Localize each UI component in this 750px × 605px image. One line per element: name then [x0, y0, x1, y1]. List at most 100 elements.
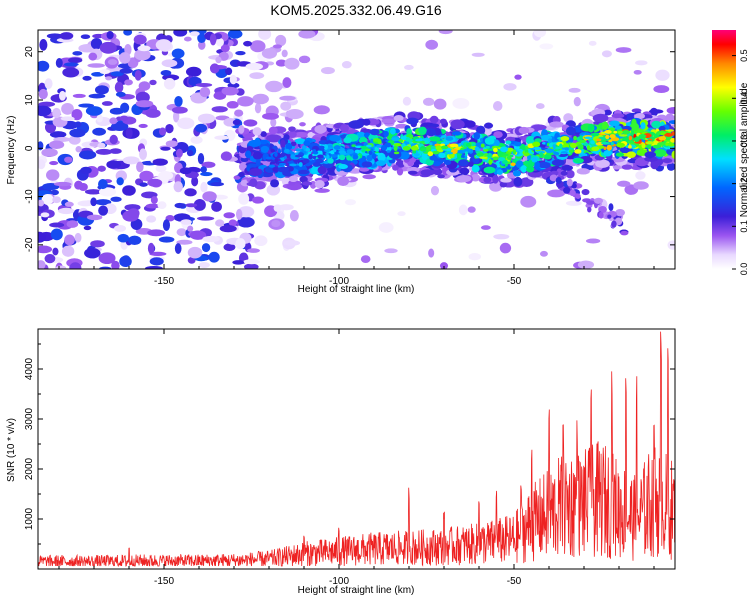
colorbar-tick-label: 0.5 [739, 49, 749, 62]
heatmap-cell [422, 97, 435, 106]
heatmap-cell [202, 191, 217, 202]
heatmap-cell [429, 115, 439, 124]
heatmap-cell [299, 122, 306, 127]
heatmap-cell [533, 30, 547, 38]
heatmap-cell [136, 161, 144, 173]
heatmap-cell [458, 204, 468, 216]
heatmap-cell [553, 151, 560, 156]
heatmap-cell [197, 153, 205, 165]
heatmap-cell [122, 156, 140, 165]
heatmap-cell [491, 145, 500, 150]
heatmap-cell [250, 40, 266, 53]
heatmap-cell [473, 132, 481, 140]
heatmap-cell [493, 131, 503, 139]
heatmap-cell [215, 56, 222, 64]
heatmap-cell [265, 156, 273, 160]
heatmap-cell [668, 142, 675, 147]
heatmap-cell [563, 113, 574, 123]
heatmap-cell [165, 123, 174, 134]
heatmap-cell [626, 151, 636, 158]
heatmap-cell [653, 85, 670, 94]
heatmap-cell [146, 215, 157, 223]
heatmap-cell [514, 141, 522, 147]
heatmap-cell [644, 156, 659, 162]
heatmap-cell [234, 109, 244, 117]
heatmap-cell [480, 225, 491, 230]
heatmap-cell [628, 145, 632, 149]
heatmap-cell [149, 257, 164, 266]
heatmap-cell [238, 171, 245, 178]
heatmap-cell [232, 119, 241, 126]
heatmap-cell [437, 174, 445, 179]
heatmap-cell [238, 124, 245, 134]
chart-title: KOM5.2025.332.06.49.G16 [270, 2, 441, 18]
snr-x-ticks: -150 -100 -50 [58, 329, 655, 587]
heatmap-cell [227, 30, 243, 39]
heatmap-cell [121, 255, 131, 267]
heatmap-cell [292, 159, 300, 163]
heatmap-cell [388, 150, 402, 160]
heatmap-cell [329, 134, 341, 142]
heatmap-cell [483, 148, 489, 152]
heatmap-cell [85, 106, 103, 116]
heatmap-cell [605, 134, 610, 140]
heatmap-cell [87, 63, 105, 68]
heatmap-cell [420, 169, 435, 176]
snr-x-tick-label: -100 [329, 576, 349, 587]
heatmap-cell [94, 85, 109, 95]
heatmap-cell [633, 181, 649, 190]
heatmap-cell [621, 164, 633, 170]
heatmap-cell [375, 160, 386, 166]
heatmap-cell [262, 112, 279, 120]
heatmap-cell [285, 142, 293, 151]
heatmap-cell [78, 150, 97, 160]
heatmap-cell [362, 174, 376, 180]
heatmap-cell [429, 142, 433, 146]
heatmap-cell [428, 136, 441, 142]
snr-y-tick-label: 3000 [24, 407, 35, 430]
heatmap-cell [483, 176, 492, 184]
heatmap-cell [52, 247, 59, 256]
snr-y-ticks: 1000 2000 3000 4000 [24, 343, 675, 545]
heatmap-cell [99, 41, 117, 54]
heatmap-cell [201, 161, 216, 168]
snr-y-tick-label: 2000 [24, 457, 35, 480]
heatmap-cell [82, 75, 92, 81]
heatmap-cell [471, 164, 480, 173]
heatmap-cell [252, 196, 264, 204]
heatmap-cell [274, 151, 278, 158]
heatmap-cell [173, 30, 188, 37]
heatmap-cell [220, 44, 230, 53]
heatmap-cell [344, 199, 357, 206]
heatmap-cell [158, 127, 167, 136]
heatmap-cell [364, 148, 371, 152]
heatmap-cell [134, 49, 151, 61]
heatmap-cell [117, 233, 130, 243]
heatmap-cell [463, 120, 476, 128]
heatmap-cell [533, 146, 542, 151]
heatmap-cell [426, 128, 436, 137]
heatmap-cell [278, 162, 287, 166]
heatmap-cell [252, 127, 262, 136]
heatmap-cell [215, 219, 225, 227]
heatmap-cell [518, 126, 530, 135]
heatmap-cell [480, 143, 485, 148]
heatmap-cell [479, 156, 488, 160]
heatmap-cell [584, 136, 592, 140]
heatmap-cell [621, 130, 631, 135]
heatmap-cell [298, 162, 303, 167]
heatmap-cell [312, 149, 317, 153]
heatmap-cell [52, 107, 61, 119]
heatmap-cell [370, 138, 374, 144]
heatmap-cell [467, 161, 474, 167]
heatmap-cell [384, 142, 392, 148]
heatmap-cells [38, 30, 675, 269]
heatmap-cell [189, 31, 200, 37]
heatmap-cell [209, 33, 217, 46]
heatmap-cell [592, 113, 609, 123]
heatmap-cell [615, 47, 632, 53]
heatmap-cell [547, 189, 566, 198]
heatmap-cell [613, 130, 618, 134]
heatmap-cell [58, 90, 66, 101]
heatmap-cell [427, 151, 434, 157]
